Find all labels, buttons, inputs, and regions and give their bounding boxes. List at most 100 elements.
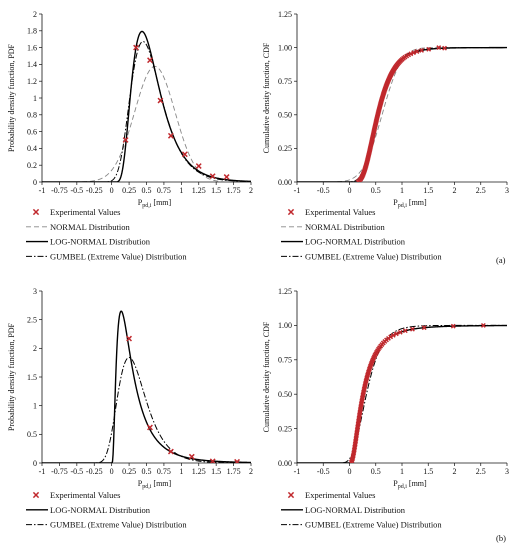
legend: Experimental Values NORMAL Distribution LO…	[281, 207, 442, 261]
x-tick-label: 1.25	[192, 467, 206, 476]
y-tick-label: 0.00	[278, 178, 292, 187]
legend-label: LOG-NORMAL Distribution	[50, 505, 151, 515]
x-tick-label: -1	[39, 467, 46, 476]
x-tick-label: 1	[179, 467, 183, 476]
x-tick-label: 0.5	[371, 467, 381, 476]
x-tick-label: 2.5	[476, 186, 486, 195]
experimental-point	[411, 50, 416, 56]
series-gumbel-extreme-value-distribution	[42, 41, 251, 182]
panel-tag-a: (a)	[496, 255, 506, 265]
legend-item: GUMBEL (Extreme Value) Distribution	[26, 520, 187, 530]
chart-a-cdf: 0.00 0.25 0.50 0.75 1.00 1.25 -1 -0.5 0 0.5 1 1.5 2 2…	[262, 10, 509, 262]
y-axis-label: Probability density function, PDF	[7, 43, 16, 152]
x-tick-label: 0.5	[371, 186, 381, 195]
x-tick-label: 3	[505, 467, 509, 476]
legend-item: GUMBEL (Extreme Value) Distribution	[281, 251, 442, 261]
x-tick-label: 1	[400, 467, 404, 476]
y-tick-label: 0.2	[27, 161, 37, 170]
x-tick-label: 0	[110, 186, 114, 195]
x-tick-label: -1	[294, 467, 301, 476]
legend-label: Experimental Values	[50, 207, 120, 217]
y-tick-label: 0.8	[27, 111, 37, 120]
legend-item: LOG-NORMAL Distribution	[26, 505, 151, 515]
legend-label: Experimental Values	[50, 490, 120, 500]
x-tick-label: 0	[348, 186, 352, 195]
legend-item: Experimental Values	[32, 490, 120, 500]
experimental-point	[133, 44, 139, 51]
legend-label: GUMBEL (Extreme Value) Distribution	[50, 520, 187, 530]
y-tick-label: 0	[33, 459, 37, 468]
experimental-point	[167, 132, 174, 139]
legend-label: GUMBEL (Extreme Value) Distribution	[305, 251, 442, 261]
x-tick-label: 0.75	[157, 186, 171, 195]
x-tick-label: -0.25	[86, 467, 103, 476]
experimental-point	[390, 332, 396, 338]
legend-item: LOG-NORMAL Distribution	[281, 237, 406, 247]
legend-item: NORMAL Distribution	[26, 222, 130, 232]
chart-b-cdf: 0.00 0.25 0.50 0.75 1.00 1.25 -1 -0.5 0 0.5 1 1.5 2 2…	[262, 287, 509, 530]
y-tick-label: 0.50	[278, 390, 292, 399]
experimental-point	[209, 458, 216, 463]
legend: Experimental Values LOG-NORMAL Distributi…	[281, 490, 442, 530]
y-tick-label: 1.8	[27, 27, 37, 36]
panel-tag-b: (b)	[496, 533, 506, 543]
x-tick-label: -0.75	[51, 186, 68, 195]
y-tick-label: 2.5	[27, 315, 37, 324]
x-axis-label: Ppd,i [mm]	[393, 198, 427, 209]
x-tick-label: 2	[249, 186, 253, 195]
experimental-point	[234, 458, 240, 463]
y-tick-label: 1.2	[27, 77, 37, 86]
experimental-point	[122, 137, 129, 143]
experimental-point	[408, 51, 414, 57]
plot-area	[42, 310, 251, 463]
legend-item: LOG-NORMAL Distribution	[26, 237, 151, 247]
chart-b-pdf: 0 0.5 1 1.5 2 2.5 3 -1 -0.75 -0.5 -0.25 0 0.25 0.5 0.7…	[7, 287, 253, 530]
y-tick-label: 3	[33, 287, 37, 296]
y-tick-label: 0.00	[278, 459, 292, 468]
legend: Experimental Values NORMAL Distribution LO…	[26, 207, 187, 261]
plot-area	[42, 30, 251, 182]
x-tick-label: 0.5	[142, 186, 152, 195]
series-log-normal-distribution	[297, 324, 507, 463]
x-tick-label: 2.5	[476, 467, 486, 476]
legend-label: LOG-NORMAL Distribution	[305, 237, 406, 247]
experimental-point	[157, 97, 164, 104]
legend-label: GUMBEL (Extreme Value) Distribution	[50, 251, 187, 261]
legend-marker-experimental	[287, 491, 295, 499]
legend-item: Experimental Values	[32, 207, 120, 217]
experimental-point	[388, 334, 394, 340]
x-tick-label: -0.5	[317, 186, 330, 195]
y-axis-label: Probability density function, PDF	[7, 322, 16, 431]
y-tick-label: 0.25	[278, 144, 292, 153]
x-tick-label: 1.5	[211, 467, 221, 476]
y-tick-label: 2	[33, 344, 37, 353]
legend-marker-experimental	[32, 491, 40, 499]
x-tick-label: 2	[453, 467, 457, 476]
y-tick-label: 1.4	[27, 60, 37, 69]
x-tick-label: 1.5	[423, 467, 433, 476]
series-log-normal-distribution	[297, 46, 507, 182]
experimental-point	[167, 448, 174, 455]
x-tick-label: 0	[110, 467, 114, 476]
y-axis-label: Cumulative density function, CDF	[262, 321, 271, 432]
x-tick-label: 1	[400, 186, 404, 195]
y-tick-label: 0.6	[27, 127, 37, 136]
x-axis-label: Ppd,i [mm]	[393, 479, 427, 490]
experimental-point	[402, 328, 408, 334]
experimental-point	[442, 45, 447, 51]
y-tick-label: 0.75	[278, 77, 292, 86]
experimental-point	[414, 49, 420, 54]
y-tick-label: 1.5	[27, 373, 37, 382]
x-tick-label: -0.5	[70, 186, 83, 195]
legend-label: LOG-NORMAL Distribution	[305, 505, 406, 515]
x-tick-label: 1.25	[192, 186, 206, 195]
x-tick-label: 3	[505, 186, 509, 195]
y-tick-label: 0.50	[278, 111, 292, 120]
legend: Experimental Values LOG-NORMAL Distributi…	[26, 490, 187, 530]
legend-item: Experimental Values	[287, 490, 375, 500]
y-tick-label: 0.25	[278, 424, 292, 433]
experimental-point	[126, 335, 133, 342]
y-tick-label: 2	[33, 10, 37, 19]
experimental-point	[410, 326, 415, 332]
legend-item: Experimental Values	[287, 207, 375, 217]
